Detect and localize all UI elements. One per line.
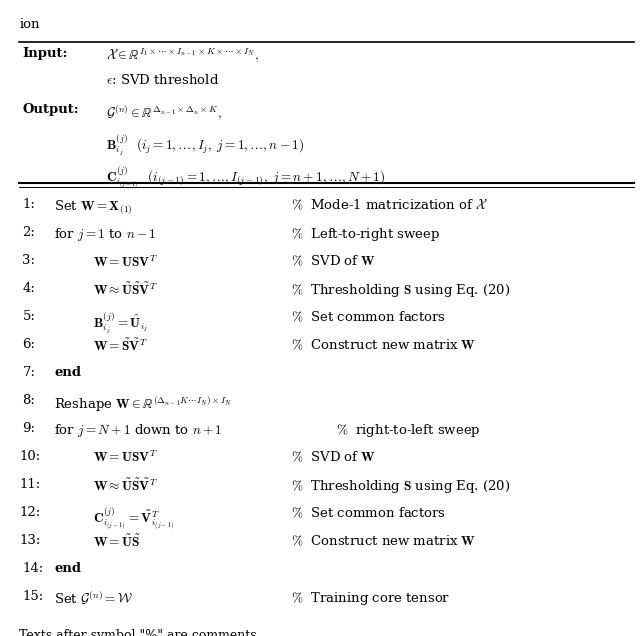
Text: for $j = 1$ to $n - 1$: for $j = 1$ to $n - 1$ <box>54 226 157 243</box>
Text: $\mathbf{W} = \tilde{\mathbf{U}}\tilde{\mathbf{S}}$: $\mathbf{W} = \tilde{\mathbf{U}}\tilde{\… <box>93 534 141 550</box>
Text: $\%$  SVD of $\mathbf{W}$: $\%$ SVD of $\mathbf{W}$ <box>291 450 376 464</box>
Text: Set $\mathbf{W} = \mathbf{X}_{(1)}$: Set $\mathbf{W} = \mathbf{X}_{(1)}$ <box>54 198 133 216</box>
Text: 15:: 15: <box>22 590 44 603</box>
Text: $\mathbf{C}^{(j)}_{i_{(j-1)}}$  $(i_{(j-1)} = 1, \ldots, I_{(j-1)},\; j = n+1, \: $\mathbf{C}^{(j)}_{i_{(j-1)}}$ $(i_{(j-1… <box>106 165 385 191</box>
Text: $\%$  Set common factors: $\%$ Set common factors <box>291 506 446 520</box>
Text: 2:: 2: <box>22 226 35 239</box>
Text: 5:: 5: <box>22 310 35 323</box>
Text: 9:: 9: <box>22 422 35 435</box>
Text: 10:: 10: <box>19 450 40 463</box>
Text: $\%$  Construct new matrix $\mathbf{W}$: $\%$ Construct new matrix $\mathbf{W}$ <box>291 338 477 352</box>
Text: Set $\mathcal{G}^{(n)} = \mathcal{W}$: Set $\mathcal{G}^{(n)} = \mathcal{W}$ <box>54 590 133 607</box>
Text: $\%$  Construct new matrix $\mathbf{W}$: $\%$ Construct new matrix $\mathbf{W}$ <box>291 534 477 548</box>
Text: Input:: Input: <box>22 46 68 60</box>
Text: 11:: 11: <box>19 478 40 491</box>
Text: 1:: 1: <box>22 198 35 211</box>
Text: $\%$  Mode-1 matricization of $\mathcal{X}$: $\%$ Mode-1 matricization of $\mathcal{X… <box>291 198 488 212</box>
Text: $\%$  SVD of $\mathbf{W}$: $\%$ SVD of $\mathbf{W}$ <box>291 254 376 268</box>
Text: $\mathbf{W} \approx \tilde{\mathbf{U}}\tilde{\mathbf{S}}\tilde{\mathbf{V}}^T$: $\mathbf{W} \approx \tilde{\mathbf{U}}\t… <box>93 478 158 494</box>
Text: 13:: 13: <box>19 534 40 547</box>
Text: $\%$  Training core tensor: $\%$ Training core tensor <box>291 590 451 607</box>
Text: 8:: 8: <box>22 394 35 407</box>
Text: 7:: 7: <box>22 366 35 379</box>
Text: for $j = N+1$ down to $n+1$: for $j = N+1$ down to $n+1$ <box>54 422 223 439</box>
Text: $\mathbf{C}^{(j)}_{i_{(j-1)}} = \tilde{\mathbf{V}}^T_{i_{(j-1)}}$: $\mathbf{C}^{(j)}_{i_{(j-1)}} = \tilde{\… <box>93 506 174 532</box>
Text: end: end <box>54 562 81 575</box>
Text: $\%$  right-to-left sweep: $\%$ right-to-left sweep <box>336 422 481 439</box>
Text: $\mathbf{W} \approx \tilde{\mathbf{U}}\tilde{\mathbf{S}}\tilde{\mathbf{V}}^T$: $\mathbf{W} \approx \tilde{\mathbf{U}}\t… <box>93 282 158 298</box>
Text: 3:: 3: <box>22 254 35 267</box>
Text: Texts after symbol "%" are comments.: Texts after symbol "%" are comments. <box>19 628 260 636</box>
Text: $\mathbf{W} = \mathbf{U}\mathbf{S}\mathbf{V}^T$: $\mathbf{W} = \mathbf{U}\mathbf{S}\mathb… <box>93 450 158 466</box>
Text: Output:: Output: <box>22 102 79 116</box>
Text: Reshape $\mathbf{W} \in \mathbb{R}^{(\Delta_{n-1}K\cdots I_N) \times I_N}$: Reshape $\mathbf{W} \in \mathbb{R}^{(\De… <box>54 394 232 414</box>
Text: 4:: 4: <box>22 282 35 295</box>
Text: $\mathbf{B}^{(j)}_{i_j} = \hat{\mathbf{U}}_{i_j}$: $\mathbf{B}^{(j)}_{i_j} = \hat{\mathbf{U… <box>93 310 148 335</box>
Text: end: end <box>54 366 81 379</box>
Text: $\%$  Thresholding $\mathbf{S}$ using Eq. (20): $\%$ Thresholding $\mathbf{S}$ using Eq.… <box>291 478 511 495</box>
Text: $\epsilon$: SVD threshold: $\epsilon$: SVD threshold <box>106 73 219 87</box>
Text: $\mathbf{B}^{(j)}_{i_j}$  $(i_j = 1, \ldots, I_j,\; j = 1, \ldots, n-1)$: $\mathbf{B}^{(j)}_{i_j}$ $(i_j = 1, \ldo… <box>106 132 304 156</box>
Text: 12:: 12: <box>19 506 40 519</box>
Text: $\%$  Left-to-right sweep: $\%$ Left-to-right sweep <box>291 226 440 243</box>
Text: $\mathcal{G}^{(n)} \in \mathbb{R}^{\Delta_{n-1} \times \Delta_n \times K},$: $\mathcal{G}^{(n)} \in \mathbb{R}^{\Delt… <box>106 102 221 121</box>
Text: 6:: 6: <box>22 338 35 351</box>
Text: 14:: 14: <box>22 562 44 575</box>
Text: $\mathbf{W} = \tilde{\mathbf{S}}\tilde{\mathbf{V}}^T$: $\mathbf{W} = \tilde{\mathbf{S}}\tilde{\… <box>93 338 148 354</box>
Text: ion: ion <box>19 18 40 31</box>
Text: $\%$  Thresholding $\mathbf{S}$ using Eq. (20): $\%$ Thresholding $\mathbf{S}$ using Eq.… <box>291 282 511 299</box>
Text: $\mathcal{X} \in \mathbb{R}^{I_1 \times \cdots \times I_{n-1} \times K \times \c: $\mathcal{X} \in \mathbb{R}^{I_1 \times … <box>106 46 259 64</box>
Text: $\%$  Set common factors: $\%$ Set common factors <box>291 310 446 324</box>
Text: $\mathbf{W} = \mathbf{U}\mathbf{S}\mathbf{V}^T$: $\mathbf{W} = \mathbf{U}\mathbf{S}\mathb… <box>93 254 158 270</box>
